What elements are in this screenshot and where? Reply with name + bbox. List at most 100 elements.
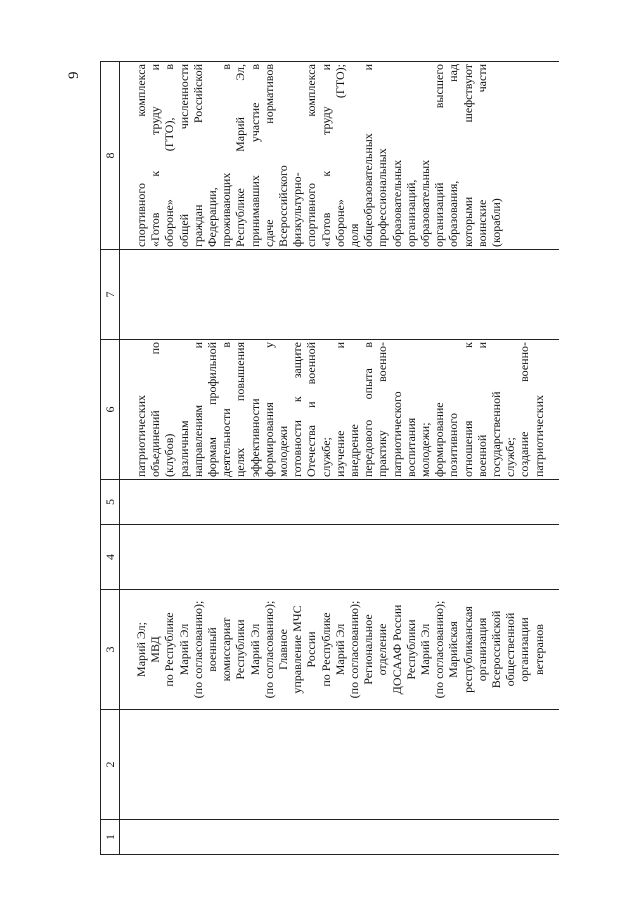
cell-line: общественной (503, 612, 518, 687)
cell-line: формирование (432, 402, 447, 477)
cell-line: патриотических (134, 395, 148, 477)
cell-line: физкультурно- (290, 172, 305, 247)
cell-line: управление МЧС (290, 605, 305, 694)
cell-line: Марий Эл (176, 623, 191, 676)
cell-line: объединений по (148, 342, 163, 477)
cell-line: молодежи (276, 425, 291, 477)
cell-line: молодежи; (418, 422, 433, 477)
cell-line: Отечества и военной (304, 342, 319, 477)
cell-line: формам профильной (205, 342, 220, 477)
cell-line: образовательных (389, 159, 404, 247)
cell-line: организация (474, 617, 489, 682)
cell-line: по Республике (318, 612, 333, 687)
cell-line: общей численности (176, 64, 191, 247)
cell-line: организации (517, 617, 532, 682)
cell-line: ветеранов (531, 624, 546, 675)
cell-line: Федерации, (205, 187, 220, 247)
cell-line: различным (176, 420, 191, 477)
cell-line: Республики (403, 619, 418, 680)
cell-line: организаций, (403, 179, 418, 247)
cell-line: МВД (148, 636, 163, 663)
cell-line: формирования у (261, 342, 276, 477)
cell-line: (клубов) (162, 433, 177, 477)
cell-line: по Республике (162, 612, 177, 687)
cell (119, 819, 559, 855)
cell-line: сдаче нормативов (261, 64, 276, 247)
header-cell: 8 (100, 61, 120, 250)
cell-line: патриотических (531, 395, 546, 477)
cell-line: Главное (276, 629, 291, 670)
cell-line: практику военно- (375, 342, 390, 477)
cell-line: образования, над (446, 64, 461, 247)
cell-line: Марий Эл (418, 623, 433, 676)
cell-line: государственной (489, 391, 504, 477)
cell-line: принимавших участие в (247, 64, 262, 247)
header-cell: 7 (100, 249, 120, 340)
cell-line: внедрение (347, 424, 362, 477)
cell-line: Республике Марий Эл, (233, 64, 248, 247)
cell-line: (по согласованию); (347, 600, 362, 699)
cell-line: (по согласованию); (190, 600, 205, 699)
cell-line: доля (347, 223, 362, 247)
cell-line: позитивного (446, 413, 461, 477)
cell-line: Марий Эл (332, 623, 347, 676)
cell-line: Марий Эл; (134, 622, 148, 677)
cell-line: Всероссийской (489, 610, 504, 689)
cell-line: «Готов к труду и (318, 64, 333, 247)
header-cell: 4 (100, 524, 120, 590)
cell-line: военный (205, 627, 220, 672)
cell-line: (по согласованию); (261, 600, 276, 699)
cell-line: Республики (233, 619, 248, 680)
cell-line: ДОСААФ России (389, 604, 404, 695)
cell: патриотических объединений по (клубов) разл… (119, 339, 559, 480)
cell-line: военной и (474, 342, 489, 477)
cell (119, 249, 559, 340)
cell-line: целях повышения (233, 342, 248, 477)
cell-line: воспитания (403, 417, 418, 477)
cell (119, 479, 559, 525)
cell-line: республиканская (460, 606, 475, 693)
cell-line: создание военно- (517, 342, 532, 477)
cell-line: образовательных (418, 159, 433, 247)
header-cell: 2 (100, 709, 120, 820)
cell-line: России (304, 631, 319, 668)
header-cell: 1 (100, 819, 120, 855)
header-cell: 6 (100, 339, 120, 480)
cell-line: спортивного комплекса (134, 64, 148, 247)
cell-line: общеобразовательных и (361, 64, 376, 247)
cell (119, 709, 559, 820)
cell: спортивного комплекса «Готов к труду и обо… (119, 61, 559, 250)
cell: Марий Эл; МВД по Республике Марий Эл (по сог… (119, 589, 559, 710)
cell-line: которыми шефствуют (460, 64, 475, 247)
cell-line: изучение и (332, 342, 347, 477)
cell-line: деятельности в (219, 342, 234, 477)
body-row: Марий Эл; МВД по Республике Марий Эл (по сог… (119, 61, 559, 855)
cell-line: проживающих в (219, 64, 234, 247)
page-number: 9 (66, 71, 82, 80)
cell-line: службе; (503, 437, 518, 477)
cell-line: службе; (318, 437, 333, 477)
cell-line: «Готов к труду и (148, 64, 163, 247)
header-cell: 3 (100, 589, 120, 710)
cell-line: Марий Эл (247, 623, 262, 676)
cell-line: Региональное (361, 614, 376, 685)
cell (119, 524, 559, 590)
cell-line: патриотического (389, 391, 404, 477)
cell-line: передового опыта в (361, 342, 376, 477)
cell-line: комиссариат (219, 617, 234, 682)
cell-line: (по согласованию); (432, 600, 447, 699)
cell-line: профессиональных (375, 148, 390, 247)
cell-line: обороне» (ГТО); (332, 64, 347, 247)
cell-line: отделение (375, 623, 390, 676)
cell-line: отношения к (460, 342, 475, 477)
cell-line: спортивного комплекса (304, 64, 319, 247)
cell-line: воинские части (474, 64, 489, 247)
cell-line: эффективности (247, 398, 262, 477)
cell-line: готовности к защите (290, 342, 305, 477)
header-cell: 5 (100, 479, 120, 525)
cell-line: граждан Российской (190, 64, 205, 247)
